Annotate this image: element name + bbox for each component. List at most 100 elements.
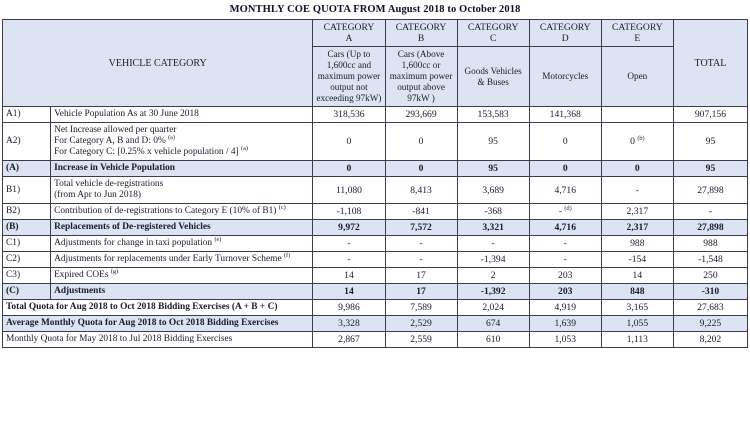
cell-category-a: 14 (312, 283, 386, 300)
cell-category-a: 2,867 (312, 331, 386, 348)
cell-category-b: 17 (384, 267, 458, 284)
row-description: Increase in Vehicle Population (50, 160, 314, 177)
cell-category-c: 674 (456, 315, 530, 332)
row-code: A2) (1, 122, 52, 161)
cell-category-d: - (528, 235, 602, 252)
cell-category-b: -841 (384, 203, 458, 220)
row-code: (A) (1, 160, 52, 177)
row-description: Net Increase allowed per quarter For Cate… (50, 122, 314, 161)
cell-total: 8,202 (672, 331, 749, 348)
cell-category-b: 7,572 (384, 219, 458, 236)
cell-category-b: 8,413 (384, 176, 458, 204)
cell-category-b: 2,559 (384, 331, 458, 348)
table-row: (B) Replacements of De-registered Vehicle… (1, 219, 749, 236)
row-code: B2) (1, 203, 52, 220)
summary-row-label: Total Quota for Aug 2018 to Oct 2018 Bid… (1, 299, 314, 316)
table-body: A1) Vehicle Population As at 30 June 2018… (1, 106, 749, 348)
cell-category-a: 3,328 (312, 315, 386, 332)
cell-category-e: -154 (600, 251, 674, 268)
cell-category-e: 1,055 (600, 315, 674, 332)
cell-category-c: -1,392 (456, 283, 530, 300)
header-desc-category-b: Cars (Above 1,600cc or maximum power out… (384, 46, 458, 107)
row-description: Total vehicle de-registrations (from Apr … (50, 176, 314, 204)
cell-total: -310 (672, 283, 749, 300)
header-desc-category-d: Motorcycles (528, 46, 602, 107)
cell-category-d: - (528, 251, 602, 268)
cell-category-d: 0 (528, 122, 602, 161)
table-row: (C) Adjustments 14 17 -1,392 203 848 -310 (1, 283, 749, 300)
cell-category-b: - (384, 251, 458, 268)
cell-category-e: 0 (b) (600, 122, 674, 161)
table-row: A1) Vehicle Population As at 30 June 2018… (1, 106, 749, 123)
table-row: B2) Contribution of de-registrations to C… (1, 203, 749, 220)
cell-category-c: -1,394 (456, 251, 530, 268)
cell-category-b: 7,589 (384, 299, 458, 316)
header-total: TOTAL (672, 19, 749, 107)
cell-total: 27,898 (672, 176, 749, 204)
vehicle-category-header: VEHICLE CATEGORY (1, 19, 314, 107)
cell-category-e: 848 (600, 283, 674, 300)
cell-category-a: 9,986 (312, 299, 386, 316)
cell-category-e: 2,317 (600, 203, 674, 220)
header-row-category: VEHICLE CATEGORY CATEGORY A CATEGORY B C… (1, 19, 749, 107)
summary-row-label: Monthly Quota for May 2018 to Jul 2018 B… (1, 331, 314, 348)
header-category-a: CATEGORY A (312, 19, 386, 47)
table-header: VEHICLE CATEGORY CATEGORY A CATEGORY B C… (1, 19, 749, 107)
cell-category-d: 203 (528, 267, 602, 284)
cell-category-b: - (384, 235, 458, 252)
summary-row: Average Monthly Quota for Aug 2018 to Oc… (1, 315, 749, 332)
cell-category-d: 141,368 (528, 106, 602, 123)
row-code: (C) (1, 283, 52, 300)
header-desc-category-c: Goods Vehicles & Buses (456, 46, 530, 107)
cell-total: 250 (672, 267, 749, 284)
row-description: Adjustments (50, 283, 314, 300)
cell-category-a: 14 (312, 267, 386, 284)
summary-row-label: Average Monthly Quota for Aug 2018 to Oc… (1, 315, 314, 332)
row-code: (B) (1, 219, 52, 236)
cell-category-a: 0 (312, 122, 386, 161)
cell-category-e (600, 106, 674, 123)
cell-total: -1,548 (672, 251, 749, 268)
cell-category-c: 95 (456, 160, 530, 177)
row-code: C3) (1, 267, 52, 284)
row-description: Replacements of De-registered Vehicles (50, 219, 314, 236)
cell-category-a: -1,108 (312, 203, 386, 220)
cell-category-c: 3,321 (456, 219, 530, 236)
header-desc-category-e: Open (600, 46, 674, 107)
header-category-e: CATEGORY E (600, 19, 674, 47)
cell-category-b: 293,669 (384, 106, 458, 123)
cell-category-b: 0 (384, 160, 458, 177)
page-title: MONTHLY COE QUOTA FROM August 2018 to Oc… (229, 4, 521, 15)
cell-category-c: 2,024 (456, 299, 530, 316)
cell-total: 27,898 (672, 219, 749, 236)
cell-category-e: 3,165 (600, 299, 674, 316)
table-row: (A) Increase in Vehicle Population 0 0 95 0 0 9… (1, 160, 749, 177)
row-code: C1) (1, 235, 52, 252)
cell-category-b: 2,529 (384, 315, 458, 332)
cell-category-c: 2 (456, 267, 530, 284)
cell-total: 9,225 (672, 315, 749, 332)
table-row: C2) Adjustments for replacements under Ea… (1, 251, 749, 268)
cell-category-c: 95 (456, 122, 530, 161)
row-description: Adjustments for change in taxi populatio… (50, 235, 314, 252)
cell-category-d: 4,919 (528, 299, 602, 316)
row-description: Vehicle Population As at 30 June 2018 (50, 106, 314, 123)
cell-category-c: 610 (456, 331, 530, 348)
cell-category-e: 14 (600, 267, 674, 284)
coe-quota-table: VEHICLE CATEGORY CATEGORY A CATEGORY B C… (1, 19, 749, 348)
cell-category-c: 153,583 (456, 106, 530, 123)
cell-category-d: 203 (528, 283, 602, 300)
cell-category-a: 318,536 (312, 106, 386, 123)
cell-category-a: 0 (312, 160, 386, 177)
table-row: B1) Total vehicle de-registrations (from A… (1, 176, 749, 204)
cell-category-a: 9,972 (312, 219, 386, 236)
table-row: A2) Net Increase allowed per quarter For C… (1, 122, 749, 161)
row-code: B1) (1, 176, 52, 204)
summary-row: Total Quota for Aug 2018 to Oct 2018 Bid… (1, 299, 749, 316)
cell-category-c: -368 (456, 203, 530, 220)
cell-category-e: 1,113 (600, 331, 674, 348)
cell-category-d: 4,716 (528, 176, 602, 204)
row-description: Contribution of de-registrations to Cate… (50, 203, 314, 220)
summary-row: Monthly Quota for May 2018 to Jul 2018 B… (1, 331, 749, 348)
header-category-d: CATEGORY D (528, 19, 602, 47)
